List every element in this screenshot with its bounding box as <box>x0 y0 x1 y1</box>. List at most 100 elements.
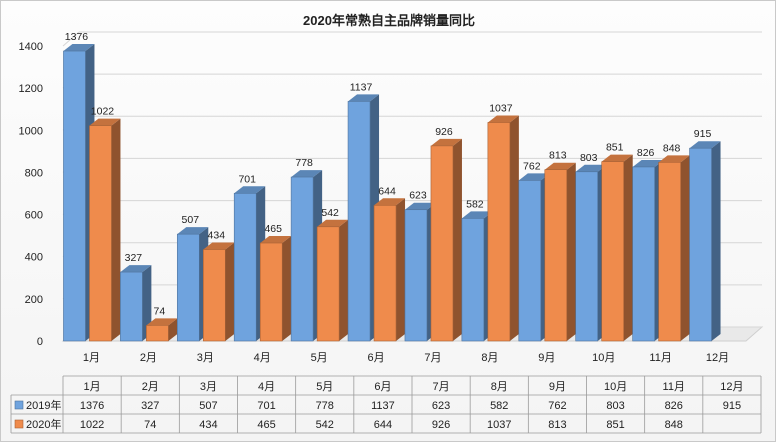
bar-2020 <box>316 226 340 342</box>
table-cell: 813 <box>548 419 566 431</box>
y-tick-label: 0 <box>37 336 43 348</box>
table-header-cell: 4月 <box>258 381 275 393</box>
table-header-cell: 5月 <box>316 381 333 393</box>
table-cell: 1037 <box>487 419 511 431</box>
bar-top <box>317 219 349 227</box>
data-label: 848 <box>663 142 681 154</box>
bar-side <box>711 141 721 341</box>
x-tick-label: 8月 <box>481 352 498 364</box>
table-cell: 1022 <box>80 419 104 431</box>
table-cell: 803 <box>606 400 624 412</box>
data-label: 465 <box>264 223 282 235</box>
data-label: 74 <box>154 305 166 317</box>
bar-side <box>142 265 152 341</box>
bar-2019 <box>404 209 428 342</box>
data-label: 826 <box>637 147 655 159</box>
table-header-cell: 2月 <box>142 381 159 393</box>
bar-top <box>487 115 519 123</box>
table-header-cell: 6月 <box>374 381 391 393</box>
bar-top <box>575 164 607 172</box>
x-tick-label: 12月 <box>706 352 729 364</box>
x-tick-label: 6月 <box>367 352 384 364</box>
bar-2019 <box>290 176 314 342</box>
x-tick-label: 9月 <box>538 352 555 364</box>
bar-side <box>509 115 519 341</box>
table-header-cell: 11月 <box>663 381 685 393</box>
bar-2020 <box>658 162 681 342</box>
x-tick-label: 2月 <box>140 352 157 364</box>
data-label: 1037 <box>489 102 513 114</box>
bar-2019 <box>233 192 257 342</box>
y-tick-label: 200 <box>25 294 43 306</box>
bar-side <box>111 118 121 342</box>
y-tick-label: 1000 <box>19 125 43 137</box>
table-cell: 1376 <box>80 400 104 412</box>
data-label: 542 <box>321 207 339 219</box>
bar-2020 <box>487 122 511 342</box>
bar-top <box>430 138 462 146</box>
table-header-cell: 10月 <box>604 381 627 393</box>
bar-top <box>89 118 121 126</box>
y-tick-label: 800 <box>25 167 43 179</box>
x-tick-label: 11月 <box>649 352 671 364</box>
bar-side <box>452 138 462 341</box>
table-cell: 701 <box>257 400 275 412</box>
table-cell: 848 <box>665 419 683 431</box>
table-cell: 465 <box>257 419 275 431</box>
data-label: 701 <box>238 173 256 185</box>
bar-2020 <box>430 145 454 342</box>
bar-side <box>339 219 349 341</box>
chart-title: 2020年常熟自主品牌销量同比 <box>303 13 475 28</box>
bar-top <box>177 227 209 235</box>
bar-top <box>203 242 235 250</box>
bar-2020 <box>259 242 283 342</box>
bar-top <box>544 162 576 170</box>
bar-top <box>601 154 633 162</box>
bar-2020 <box>89 125 112 342</box>
table-cell: 74 <box>144 419 156 431</box>
data-label: 434 <box>208 230 226 242</box>
table-header-cell: 7月 <box>433 381 450 393</box>
data-label: 778 <box>295 157 313 169</box>
table-cell: 762 <box>548 400 566 412</box>
bar-2019 <box>63 50 86 342</box>
bar-2019 <box>120 271 143 342</box>
y-tick-label: 600 <box>25 210 43 222</box>
data-label: 851 <box>606 142 624 154</box>
table-cell: 623 <box>432 400 450 412</box>
y-tick-label: 400 <box>25 252 43 264</box>
bar-2019 <box>689 147 712 342</box>
legend-swatch-2019 <box>14 400 24 410</box>
legend-label: 2020年 <box>26 417 61 431</box>
data-label: 813 <box>549 150 567 162</box>
table-cell: 434 <box>199 419 217 431</box>
bar-2019 <box>176 233 200 342</box>
table-header-cell: 9月 <box>549 381 566 393</box>
bar-2020 <box>146 325 169 342</box>
bar-top <box>234 186 266 194</box>
bar-top <box>63 44 95 52</box>
table-cell: 778 <box>316 400 334 412</box>
table-cell: 644 <box>374 419 392 431</box>
table-header-cell: 12月 <box>720 381 743 393</box>
table-cell: 327 <box>141 400 159 412</box>
data-label: 327 <box>125 252 143 264</box>
x-tick-label: 4月 <box>254 352 271 364</box>
data-label: 644 <box>378 185 396 197</box>
bar-2019 <box>518 180 542 342</box>
bar-side <box>680 155 690 341</box>
table-cell: 915 <box>723 400 741 412</box>
x-tick-label: 5月 <box>311 352 328 364</box>
table-cell: 926 <box>432 419 450 431</box>
bar-top <box>260 236 292 244</box>
bar-top <box>291 170 323 178</box>
bar-2020 <box>202 249 226 342</box>
bar-top <box>518 173 550 181</box>
bar-top <box>632 159 664 167</box>
bar-top <box>374 198 406 206</box>
table-cell: 851 <box>606 419 624 431</box>
bar-2019 <box>461 218 485 342</box>
bar-2019 <box>575 171 599 342</box>
bar-top <box>404 202 436 210</box>
